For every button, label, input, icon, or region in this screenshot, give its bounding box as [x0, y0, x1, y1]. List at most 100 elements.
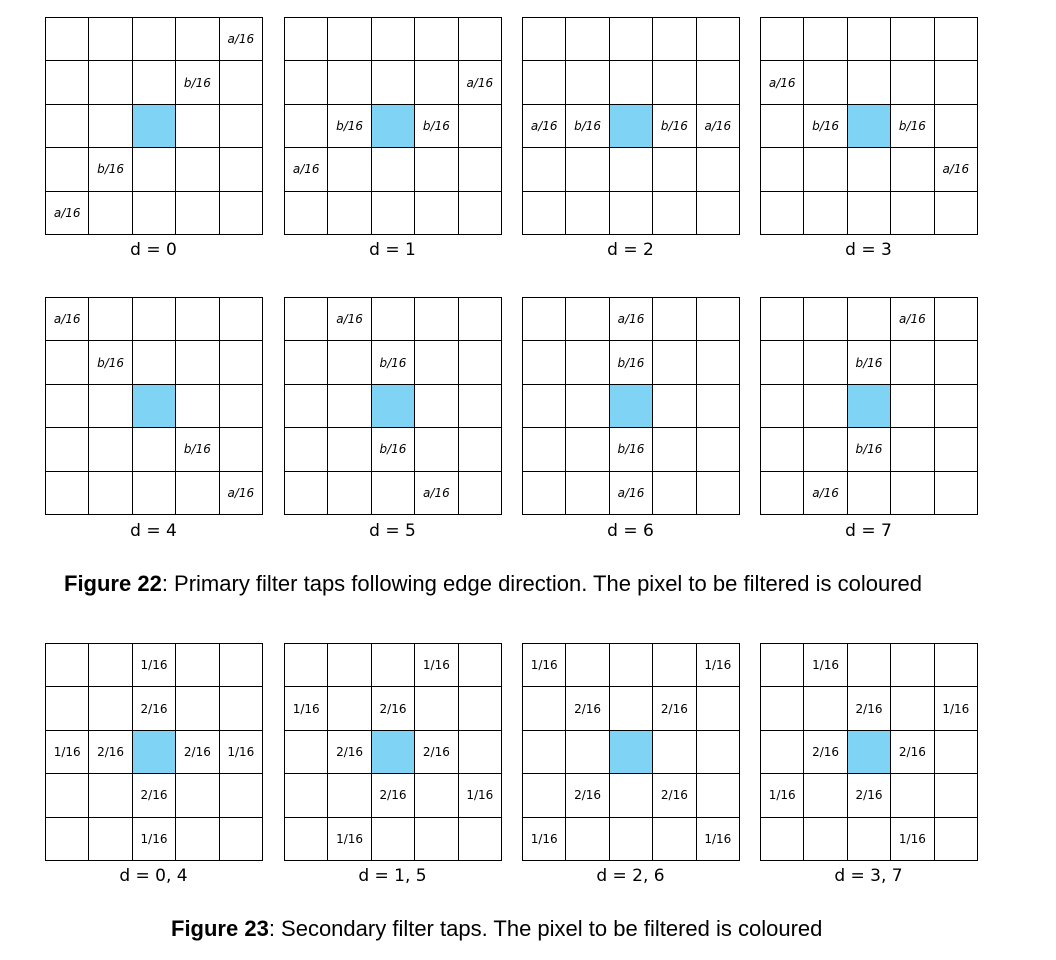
tap-weight-cell: a/16 — [45, 297, 90, 342]
grid-cell — [890, 470, 935, 515]
grid-cell — [803, 297, 848, 342]
tap-weight-cell: 2/16 — [131, 686, 177, 731]
grid-cell — [565, 816, 610, 861]
tap-weight-cell: a/16 — [327, 297, 372, 342]
grid-cell — [608, 773, 654, 818]
grid-cell — [890, 773, 935, 818]
tap-weight-cell: a/16 — [522, 103, 567, 149]
direction-label: d = 5 — [369, 521, 416, 541]
grid-cell — [608, 17, 654, 62]
direction-label: d = 3 — [845, 240, 892, 260]
grid-cell — [522, 729, 567, 775]
tap-weight-cell: 1/16 — [760, 773, 805, 818]
grid-cell — [760, 729, 805, 775]
grid-cell — [88, 60, 133, 105]
grid-cell — [88, 470, 133, 515]
grid-cell — [284, 340, 329, 385]
figure22-panel-grid: a/16 b/16 b/16 a/16 — [522, 297, 740, 515]
figure23-panel-grid: 1/16 2/16 1/16 2/16 2/16 1/16 2/16 1/16 — [760, 643, 978, 861]
figure22-panel-grid: a/16 b/16 b/16 a/16 — [760, 297, 978, 515]
grid-cell — [933, 643, 978, 688]
grid-cell — [803, 190, 848, 235]
figure-23-caption: Figure 23: Secondary filter taps. The pi… — [171, 916, 822, 942]
grid-cell — [457, 103, 502, 149]
grid-cell — [45, 643, 90, 688]
grid-cell — [45, 470, 90, 515]
grid-cell — [933, 17, 978, 62]
tap-weight-cell: a/16 — [414, 470, 459, 515]
tap-weight-cell: b/16 — [803, 103, 848, 149]
grid-cell — [327, 190, 372, 235]
grid-cell — [522, 297, 567, 342]
grid-cell — [327, 147, 372, 192]
grid-cell — [88, 686, 133, 731]
grid-cell — [933, 470, 978, 515]
grid-cell — [760, 340, 805, 385]
grid-cell — [608, 60, 654, 105]
grid-cell — [760, 190, 805, 235]
grid-cell — [522, 17, 567, 62]
tap-weight-cell: a/16 — [890, 297, 935, 342]
grid-cell — [565, 427, 610, 472]
grid-cell — [175, 816, 220, 861]
grid-cell — [890, 340, 935, 385]
tap-weight-cell: 2/16 — [327, 729, 372, 775]
tap-weight-cell: b/16 — [608, 340, 654, 385]
grid-cell — [522, 60, 567, 105]
tap-weight-cell: b/16 — [414, 103, 459, 149]
filtered-pixel-cell — [131, 383, 177, 429]
grid-cell — [131, 190, 177, 235]
grid-cell — [933, 816, 978, 861]
grid-cell — [218, 190, 263, 235]
grid-cell — [695, 427, 740, 472]
filtered-pixel-cell — [131, 103, 177, 149]
tap-weight-cell: 1/16 — [522, 816, 567, 861]
grid-cell — [218, 427, 263, 472]
filtered-pixel-cell — [370, 383, 416, 429]
grid-cell — [803, 816, 848, 861]
tap-weight-cell: 2/16 — [652, 686, 697, 731]
grid-cell — [760, 297, 805, 342]
grid-cell — [370, 470, 416, 515]
grid-cell — [565, 383, 610, 429]
grid-cell — [175, 773, 220, 818]
grid-cell — [457, 427, 502, 472]
grid-cell — [370, 816, 416, 861]
grid-cell — [175, 340, 220, 385]
grid-cell — [45, 427, 90, 472]
grid-cell — [88, 643, 133, 688]
grid-cell — [457, 816, 502, 861]
grid-cell — [890, 60, 935, 105]
grid-cell — [218, 773, 263, 818]
grid-cell — [284, 427, 329, 472]
grid-cell — [652, 60, 697, 105]
tap-weight-cell: b/16 — [846, 427, 892, 472]
grid-cell — [414, 147, 459, 192]
grid-cell — [846, 60, 892, 105]
grid-cell — [890, 383, 935, 429]
grid-cell — [45, 773, 90, 818]
grid-cell — [652, 816, 697, 861]
grid-cell — [608, 147, 654, 192]
grid-cell — [370, 147, 416, 192]
filtered-pixel-cell — [608, 103, 654, 149]
grid-cell — [284, 103, 329, 149]
tap-weight-cell: 1/16 — [803, 643, 848, 688]
grid-cell — [565, 340, 610, 385]
grid-cell — [327, 340, 372, 385]
grid-cell — [370, 643, 416, 688]
grid-cell — [846, 190, 892, 235]
grid-cell — [414, 686, 459, 731]
figure23-panel-grid: 1/16 1/16 2/16 2/16 2/16 2/16 1/16 1/16 — [284, 643, 502, 861]
grid-cell — [175, 470, 220, 515]
grid-cell — [522, 470, 567, 515]
grid-cell — [695, 17, 740, 62]
grid-cell — [218, 103, 263, 149]
tap-weight-cell: b/16 — [88, 147, 133, 192]
grid-cell — [175, 190, 220, 235]
filtered-pixel-cell — [608, 729, 654, 775]
tap-weight-cell: 1/16 — [414, 643, 459, 688]
filtered-pixel-cell — [370, 103, 416, 149]
grid-cell — [457, 643, 502, 688]
grid-cell — [88, 383, 133, 429]
